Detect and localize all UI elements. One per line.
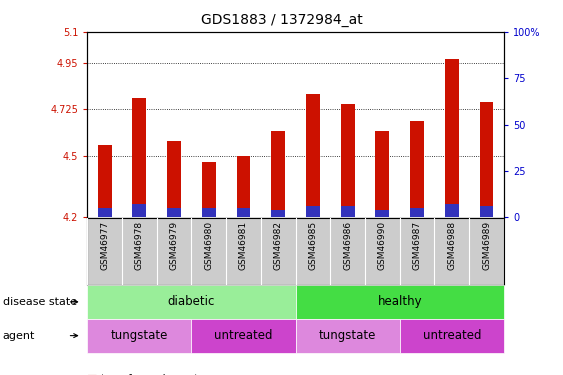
Text: GSM46987: GSM46987 — [413, 221, 422, 270]
Bar — [191, 319, 296, 352]
Text: ■: ■ — [87, 374, 98, 375]
Bar — [410, 208, 424, 218]
Bar — [296, 285, 504, 319]
Text: healthy: healthy — [377, 296, 422, 308]
Bar — [236, 208, 251, 218]
Bar — [306, 94, 320, 218]
Bar — [376, 131, 389, 218]
Bar — [400, 319, 504, 352]
Text: GSM46989: GSM46989 — [482, 221, 491, 270]
Bar — [98, 145, 111, 218]
Bar — [341, 206, 355, 218]
Text: GDS1883 / 1372984_at: GDS1883 / 1372984_at — [200, 13, 363, 27]
Bar — [271, 210, 285, 218]
Text: GSM46981: GSM46981 — [239, 221, 248, 270]
Text: untreated: untreated — [215, 329, 272, 342]
Bar — [341, 104, 355, 218]
Bar — [480, 102, 493, 218]
Bar — [167, 141, 181, 218]
Text: tungstate: tungstate — [111, 329, 168, 342]
Bar — [98, 208, 111, 218]
Bar — [87, 285, 296, 319]
Text: GSM46988: GSM46988 — [448, 221, 456, 270]
Bar — [167, 208, 181, 218]
Text: GSM46980: GSM46980 — [204, 221, 213, 270]
Text: GSM46979: GSM46979 — [169, 221, 178, 270]
Text: diabetic: diabetic — [168, 296, 215, 308]
Text: GSM46985: GSM46985 — [309, 221, 318, 270]
Text: GSM46982: GSM46982 — [274, 221, 283, 270]
Text: GSM46986: GSM46986 — [343, 221, 352, 270]
Text: GSM46977: GSM46977 — [100, 221, 109, 270]
Text: transformed count: transformed count — [101, 374, 199, 375]
Bar — [236, 156, 251, 218]
Bar — [445, 204, 459, 218]
Text: tungstate: tungstate — [319, 329, 376, 342]
Bar — [410, 120, 424, 218]
Bar — [296, 319, 400, 352]
Text: GSM46990: GSM46990 — [378, 221, 387, 270]
Bar — [202, 208, 216, 218]
Bar — [376, 210, 389, 218]
Bar — [132, 98, 146, 218]
Bar — [132, 204, 146, 218]
Bar — [445, 58, 459, 217]
Bar — [480, 206, 493, 218]
Text: GSM46978: GSM46978 — [135, 221, 144, 270]
Bar — [306, 206, 320, 218]
Text: agent: agent — [3, 331, 35, 340]
Bar — [271, 131, 285, 218]
Text: untreated: untreated — [423, 329, 481, 342]
Bar — [87, 319, 191, 352]
Bar — [202, 162, 216, 218]
Text: disease state: disease state — [3, 297, 77, 307]
